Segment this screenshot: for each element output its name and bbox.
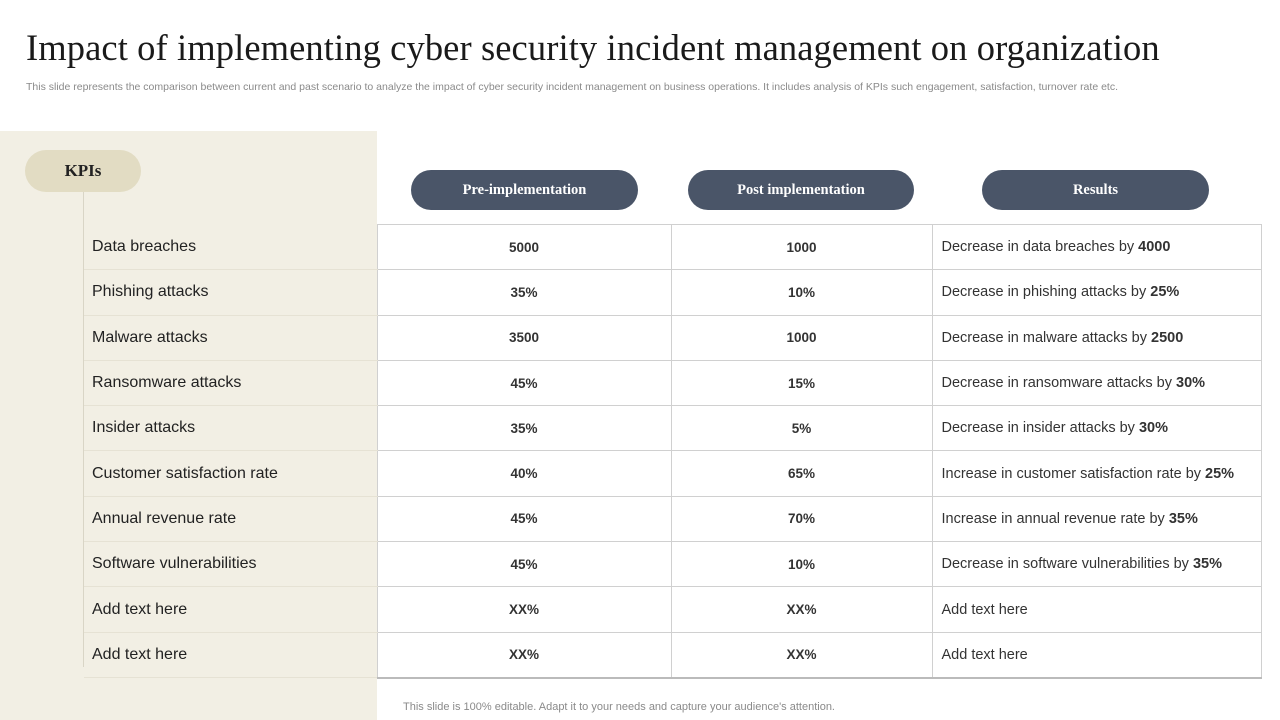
result-value: 25% — [1150, 284, 1180, 301]
kpi-connector-line — [83, 192, 84, 667]
result-text: Increase in customer satisfaction rate b… — [941, 465, 1206, 482]
result-cell: Decrease in malware attacks by 2500 — [931, 314, 1262, 361]
pre-implementation-value: 3500 — [376, 314, 672, 361]
kpi-label: Insider attacks — [84, 405, 377, 452]
kpi-label: Phishing attacks — [84, 269, 377, 316]
table-row: Insider attacks 35% 5% Decrease in insider … — [84, 405, 1262, 452]
result-value: 30% — [1138, 420, 1168, 437]
post-implementation-value: 1000 — [670, 223, 933, 271]
table-row: Customer satisfaction rate 40% 65% Increase… — [84, 450, 1262, 497]
post-implementation-header: Post implementation — [688, 170, 914, 210]
result-cell: Add text here — [931, 631, 1262, 679]
result-cell: Decrease in ransomware attacks by 30% — [931, 359, 1262, 407]
table-row: Phishing attacks 35% 10% Decrease in phishi… — [84, 269, 1262, 316]
kpi-label: Data breaches — [84, 224, 377, 271]
post-implementation-value: 10% — [670, 269, 933, 316]
post-implementation-value: XX% — [670, 631, 933, 679]
result-text: Decrease in ransomware attacks by — [941, 375, 1177, 392]
pre-implementation-value: XX% — [376, 631, 672, 679]
result-cell: Decrease in software vulnerabilities by … — [931, 541, 1262, 588]
slide-title: Impact of implementing cyber security in… — [26, 27, 1160, 68]
table-row: Malware attacks 3500 1000 Decrease in malwa… — [84, 314, 1262, 361]
result-cell: Increase in customer satisfaction rate b… — [931, 450, 1262, 497]
post-implementation-value: XX% — [670, 586, 933, 633]
result-text: Add text here — [941, 601, 1028, 618]
kpi-label: Add text here — [84, 586, 377, 633]
post-implementation-value: 70% — [670, 495, 933, 543]
pre-implementation-value: 45% — [376, 495, 672, 543]
table-row: Data breaches 5000 1000 Decrease in data br… — [84, 223, 1262, 271]
table-row: Add text here XX% XX% Add text here — [84, 631, 1262, 679]
result-cell: Add text here — [931, 586, 1262, 633]
kpi-label: Malware attacks — [84, 315, 377, 361]
result-value: 35% — [1192, 556, 1222, 573]
result-value: 35% — [1168, 510, 1198, 527]
result-value: 30% — [1176, 375, 1206, 392]
table-row: Annual revenue rate 45% 70% Increase in ann… — [84, 495, 1262, 543]
pre-implementation-value: XX% — [376, 586, 672, 633]
result-text: Decrease in insider attacks by — [941, 420, 1139, 437]
result-cell: Decrease in data breaches by 4000 — [931, 223, 1262, 271]
kpi-label: Customer satisfaction rate — [84, 450, 377, 497]
pre-implementation-value: 35% — [376, 269, 672, 316]
result-text: Decrease in malware attacks by — [941, 329, 1152, 346]
post-implementation-value: 1000 — [670, 314, 933, 361]
pre-implementation-header: Pre-implementation — [411, 170, 638, 210]
result-text: Decrease in data breaches by — [941, 239, 1139, 256]
result-cell: Decrease in phishing attacks by 25% — [931, 269, 1262, 316]
kpi-label: Add text here — [84, 632, 377, 679]
result-text: Add text here — [941, 646, 1028, 663]
kpi-header-pill: KPIs — [25, 150, 141, 192]
post-implementation-value: 65% — [670, 450, 933, 497]
result-value: 4000 — [1138, 239, 1171, 256]
slide-footer: This slide is 100% editable. Adapt it to… — [403, 701, 835, 713]
results-header: Results — [982, 170, 1209, 210]
kpi-label: Annual revenue rate — [84, 496, 377, 543]
table-row: Ransomware attacks 45% 15% Decrease in rans… — [84, 359, 1262, 407]
table-row: Software vulnerabilities 45% 10% Decrease i… — [84, 541, 1262, 588]
result-cell: Decrease in insider attacks by 30% — [931, 405, 1262, 452]
post-implementation-value: 10% — [670, 541, 933, 588]
kpi-label: Software vulnerabilities — [84, 541, 377, 588]
post-implementation-value: 5% — [670, 405, 933, 452]
pre-implementation-value: 35% — [376, 405, 672, 452]
result-cell: Increase in annual revenue rate by 35% — [931, 495, 1262, 543]
result-value: 2500 — [1151, 329, 1184, 346]
pre-implementation-value: 40% — [376, 450, 672, 497]
post-implementation-value: 15% — [670, 359, 933, 407]
kpi-label: Ransomware attacks — [84, 360, 377, 407]
pre-implementation-value: 45% — [376, 541, 672, 588]
slide-subtitle: This slide represents the comparison bet… — [26, 81, 1118, 93]
table-row: Add text here XX% XX% Add text here — [84, 586, 1262, 633]
result-text: Increase in annual revenue rate by — [941, 510, 1169, 527]
pre-implementation-value: 45% — [376, 359, 672, 407]
kpi-comparison-table: Data breaches 5000 1000 Decrease in data br… — [84, 223, 1262, 679]
result-value: 25% — [1205, 465, 1235, 482]
pre-implementation-value: 5000 — [376, 223, 672, 271]
result-text: Decrease in software vulnerabilities by — [941, 556, 1193, 573]
result-text: Decrease in phishing attacks by — [941, 284, 1151, 301]
